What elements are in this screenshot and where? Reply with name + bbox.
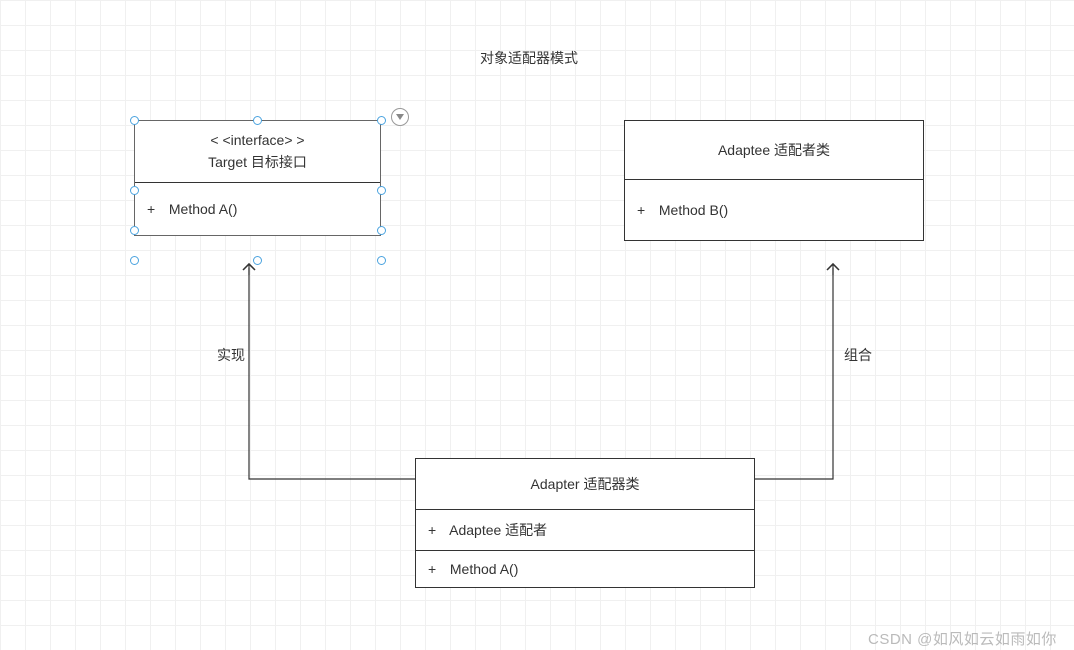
class-target[interactable]: < <interface> > Target 目标接口 + Method A() (134, 120, 381, 236)
member-text: Method B() (659, 202, 728, 218)
target-member-0: + Method A() (135, 183, 380, 235)
vis: + (428, 522, 446, 538)
title-text: 对象适配器模式 (480, 50, 578, 66)
class-adaptee-head: Adaptee 适配者类 (625, 121, 923, 180)
selection-handle[interactable] (130, 226, 139, 235)
member-text: Adaptee 适配者 (449, 522, 547, 538)
target-name: Target 目标接口 (139, 151, 376, 173)
member-text: Method A() (450, 561, 518, 577)
label-text: 实现 (217, 347, 245, 363)
member-text: Method A() (169, 201, 237, 217)
selection-handle[interactable] (253, 256, 262, 265)
selection-handle[interactable] (130, 186, 139, 195)
vis: + (428, 561, 446, 577)
adapter-name: Adapter 适配器类 (420, 473, 750, 495)
target-stereotype: < <interface> > (139, 129, 376, 151)
selection-handle[interactable] (253, 116, 262, 125)
node-action-icon[interactable] (391, 108, 409, 126)
adapter-member-0: + Adaptee 适配者 (416, 510, 754, 551)
selection-handle[interactable] (130, 116, 139, 125)
class-adaptee[interactable]: Adaptee 适配者类 + Method B() (624, 120, 924, 241)
class-adapter-head: Adapter 适配器类 (416, 459, 754, 510)
label-text: 组合 (844, 347, 872, 363)
watermark: CSDN @如风如云如雨如你 (868, 628, 1057, 649)
selection-handle[interactable] (377, 226, 386, 235)
selection-handle[interactable] (130, 256, 139, 265)
adaptee-name: Adaptee 适配者类 (629, 139, 919, 161)
selection-handle[interactable] (377, 256, 386, 265)
watermark-text: CSDN @如风如云如雨如你 (868, 631, 1057, 648)
vis: + (147, 201, 165, 217)
vis: + (637, 202, 655, 218)
adaptee-member-0: + Method B() (625, 180, 923, 240)
adapter-member-1: + Method A() (416, 551, 754, 587)
diagram-title: 对象适配器模式 (480, 48, 578, 68)
class-adapter[interactable]: Adapter 适配器类 + Adaptee 适配者 + Method A() (415, 458, 755, 588)
class-target-head: < <interface> > Target 目标接口 (135, 121, 380, 183)
selection-handle[interactable] (377, 116, 386, 125)
edge-realize-label: 实现 (217, 345, 245, 365)
selection-handle[interactable] (377, 186, 386, 195)
edge-compose-label: 组合 (844, 345, 872, 365)
